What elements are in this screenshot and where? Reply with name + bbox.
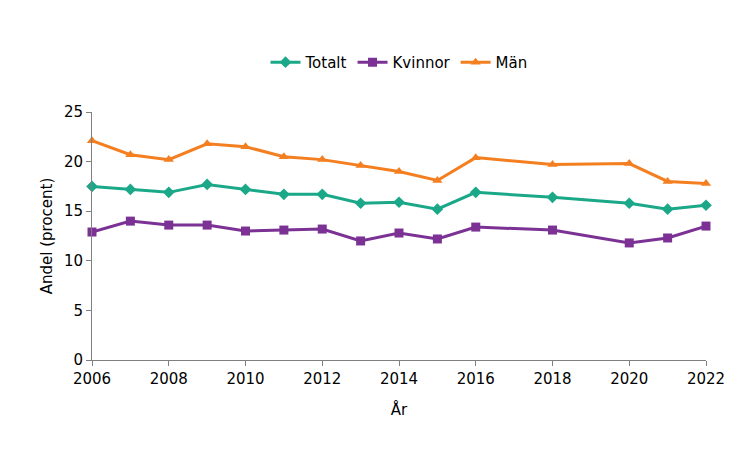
svg-text:2008: 2008 [150,370,188,388]
svg-text:2014: 2014 [380,370,418,388]
svg-text:5: 5 [73,302,83,320]
svg-text:20: 20 [64,153,83,171]
svg-text:2016: 2016 [457,370,495,388]
svg-text:Kvinnor: Kvinnor [393,54,451,72]
svg-text:25: 25 [64,103,83,121]
svg-text:15: 15 [64,202,83,220]
svg-text:0: 0 [73,351,83,369]
svg-text:10: 10 [64,252,83,270]
svg-text:2020: 2020 [610,370,648,388]
svg-text:2012: 2012 [303,370,341,388]
svg-text:2010: 2010 [226,370,264,388]
svg-text:Män: Män [496,54,528,72]
svg-text:Andel (procent): Andel (procent) [38,178,56,295]
svg-text:2006: 2006 [73,370,111,388]
svg-text:2022: 2022 [687,370,725,388]
svg-text:År: År [391,400,408,419]
svg-text:2018: 2018 [533,370,571,388]
svg-text:Totalt: Totalt [305,54,347,72]
